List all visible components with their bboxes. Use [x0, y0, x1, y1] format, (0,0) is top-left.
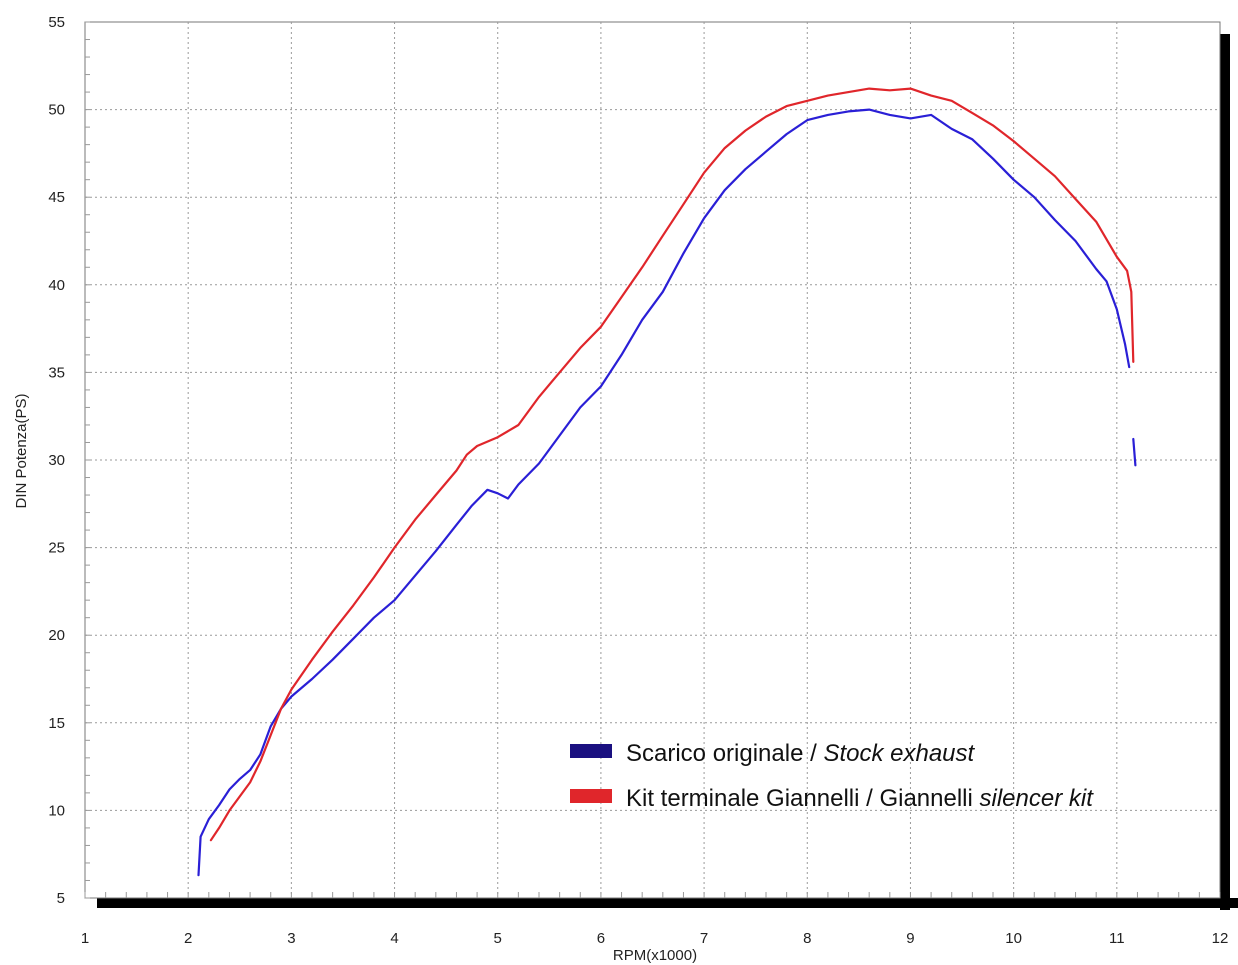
- x-tick-label: 12: [1212, 930, 1229, 947]
- y-tick-label: 25: [48, 540, 65, 557]
- chart-frame: [84, 21, 1238, 910]
- x-tick-label: 8: [803, 930, 811, 947]
- legend-label-italic: silencer kit: [980, 785, 1095, 812]
- y-tick-label: 40: [48, 277, 65, 294]
- y-tick-label: 55: [48, 14, 65, 31]
- x-tick-label: 1: [81, 930, 89, 947]
- y-tick-label: 20: [48, 627, 65, 644]
- frame-shadow-right: [1220, 34, 1230, 910]
- x-tick-label: 2: [184, 930, 192, 947]
- x-tick-label: 6: [597, 930, 605, 947]
- x-tick-label: 9: [906, 930, 914, 947]
- y-tick-label: 50: [48, 102, 65, 119]
- chart-legend: Scarico originale / Stock exhaust Kit ter…: [570, 740, 1094, 812]
- x-tick-label: 3: [287, 930, 295, 947]
- legend-label-main: Scarico originale /: [626, 740, 823, 767]
- legend-label-main: Kit terminale Giannelli / Giannelli: [626, 785, 980, 812]
- y-tick-label: 35: [48, 364, 65, 381]
- x-tick-label: 7: [700, 930, 708, 947]
- y-axis-title: DIN Potenza(PS): [13, 393, 30, 508]
- y-tick-label: 5: [57, 890, 65, 907]
- series-line-1-tail: [1132, 437, 1137, 467]
- series-line-2: [209, 87, 1135, 842]
- chart-series: [197, 87, 1137, 877]
- legend-swatch-1: [570, 744, 612, 758]
- legend-label-italic: Stock exhaust: [823, 740, 975, 767]
- x-axis-title: RPM(x1000): [613, 947, 697, 964]
- y-tick-label: 30: [48, 452, 65, 469]
- legend-label-2: Kit terminale Giannelli / Giannelli sile…: [626, 785, 1094, 812]
- y-tick-label: 15: [48, 715, 65, 732]
- x-tick-label: 5: [494, 930, 502, 947]
- legend-swatch-2: [570, 789, 612, 803]
- legend-label-1: Scarico originale / Stock exhaust: [626, 740, 976, 767]
- y-tick-label: 45: [48, 189, 65, 206]
- x-tick-label: 10: [1005, 930, 1022, 947]
- chart-grid: [84, 21, 1221, 899]
- y-tick-label: 10: [48, 802, 65, 819]
- frame-shadow-bottom: [97, 898, 1238, 908]
- x-tick-label: 4: [390, 930, 398, 947]
- x-tick-label: 11: [1109, 930, 1125, 947]
